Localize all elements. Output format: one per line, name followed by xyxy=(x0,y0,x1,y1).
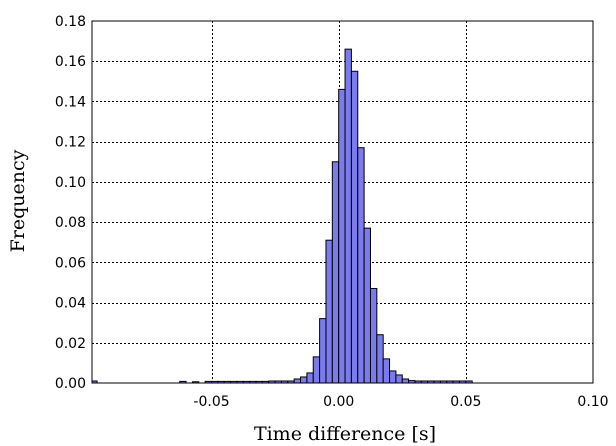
y-tick-label: 0.02 xyxy=(55,336,86,352)
histogram-bar xyxy=(389,370,397,384)
histogram-bar xyxy=(331,161,340,384)
y-tick-label: 0.12 xyxy=(55,135,86,151)
histogram-bar xyxy=(338,88,346,384)
y-tick-label: 0.16 xyxy=(55,54,86,70)
histogram-bar xyxy=(300,376,308,384)
y-tick-label: 0.04 xyxy=(55,296,86,312)
histogram-bar xyxy=(350,70,359,384)
histogram-bar xyxy=(369,287,378,384)
histogram-bar xyxy=(306,372,314,384)
x-axis-ticks: -0.05 0.00 0.05 0.10 xyxy=(193,394,608,410)
x-tick-label: 0.00 xyxy=(323,394,354,410)
histogram-bar xyxy=(401,378,410,384)
plot-frame xyxy=(91,20,594,384)
histogram-bar xyxy=(319,318,327,384)
histogram-bar xyxy=(382,358,391,384)
histogram-bar xyxy=(344,48,352,384)
y-tick-label: 0.10 xyxy=(55,175,86,191)
histogram-bar xyxy=(395,374,403,384)
y-axis-ticks: 0.00 0.02 0.04 0.06 0.08 0.10 0.12 0.14 0.16 0.18 xyxy=(55,14,86,392)
y-tick-label: 0.08 xyxy=(55,215,86,231)
histogram-bar xyxy=(376,334,384,384)
histogram-bar xyxy=(312,356,321,384)
x-tick-label: 0.05 xyxy=(450,394,481,410)
histogram-bars xyxy=(91,48,473,384)
y-tick-label: 0.00 xyxy=(55,376,86,392)
y-axis-title: Frequency xyxy=(7,149,29,252)
y-tick-label: 0.06 xyxy=(55,255,86,271)
histogram-bar xyxy=(325,239,333,384)
histogram-bar xyxy=(293,378,302,384)
histogram-bar xyxy=(363,227,371,384)
y-tick-label: 0.14 xyxy=(55,94,86,110)
x-axis-title: Time difference [s] xyxy=(254,423,436,445)
y-tick-label: 0.18 xyxy=(55,14,86,30)
histogram-bar xyxy=(357,147,365,384)
x-tick-label: -0.05 xyxy=(193,394,229,410)
x-tick-label: 0.10 xyxy=(577,394,608,410)
